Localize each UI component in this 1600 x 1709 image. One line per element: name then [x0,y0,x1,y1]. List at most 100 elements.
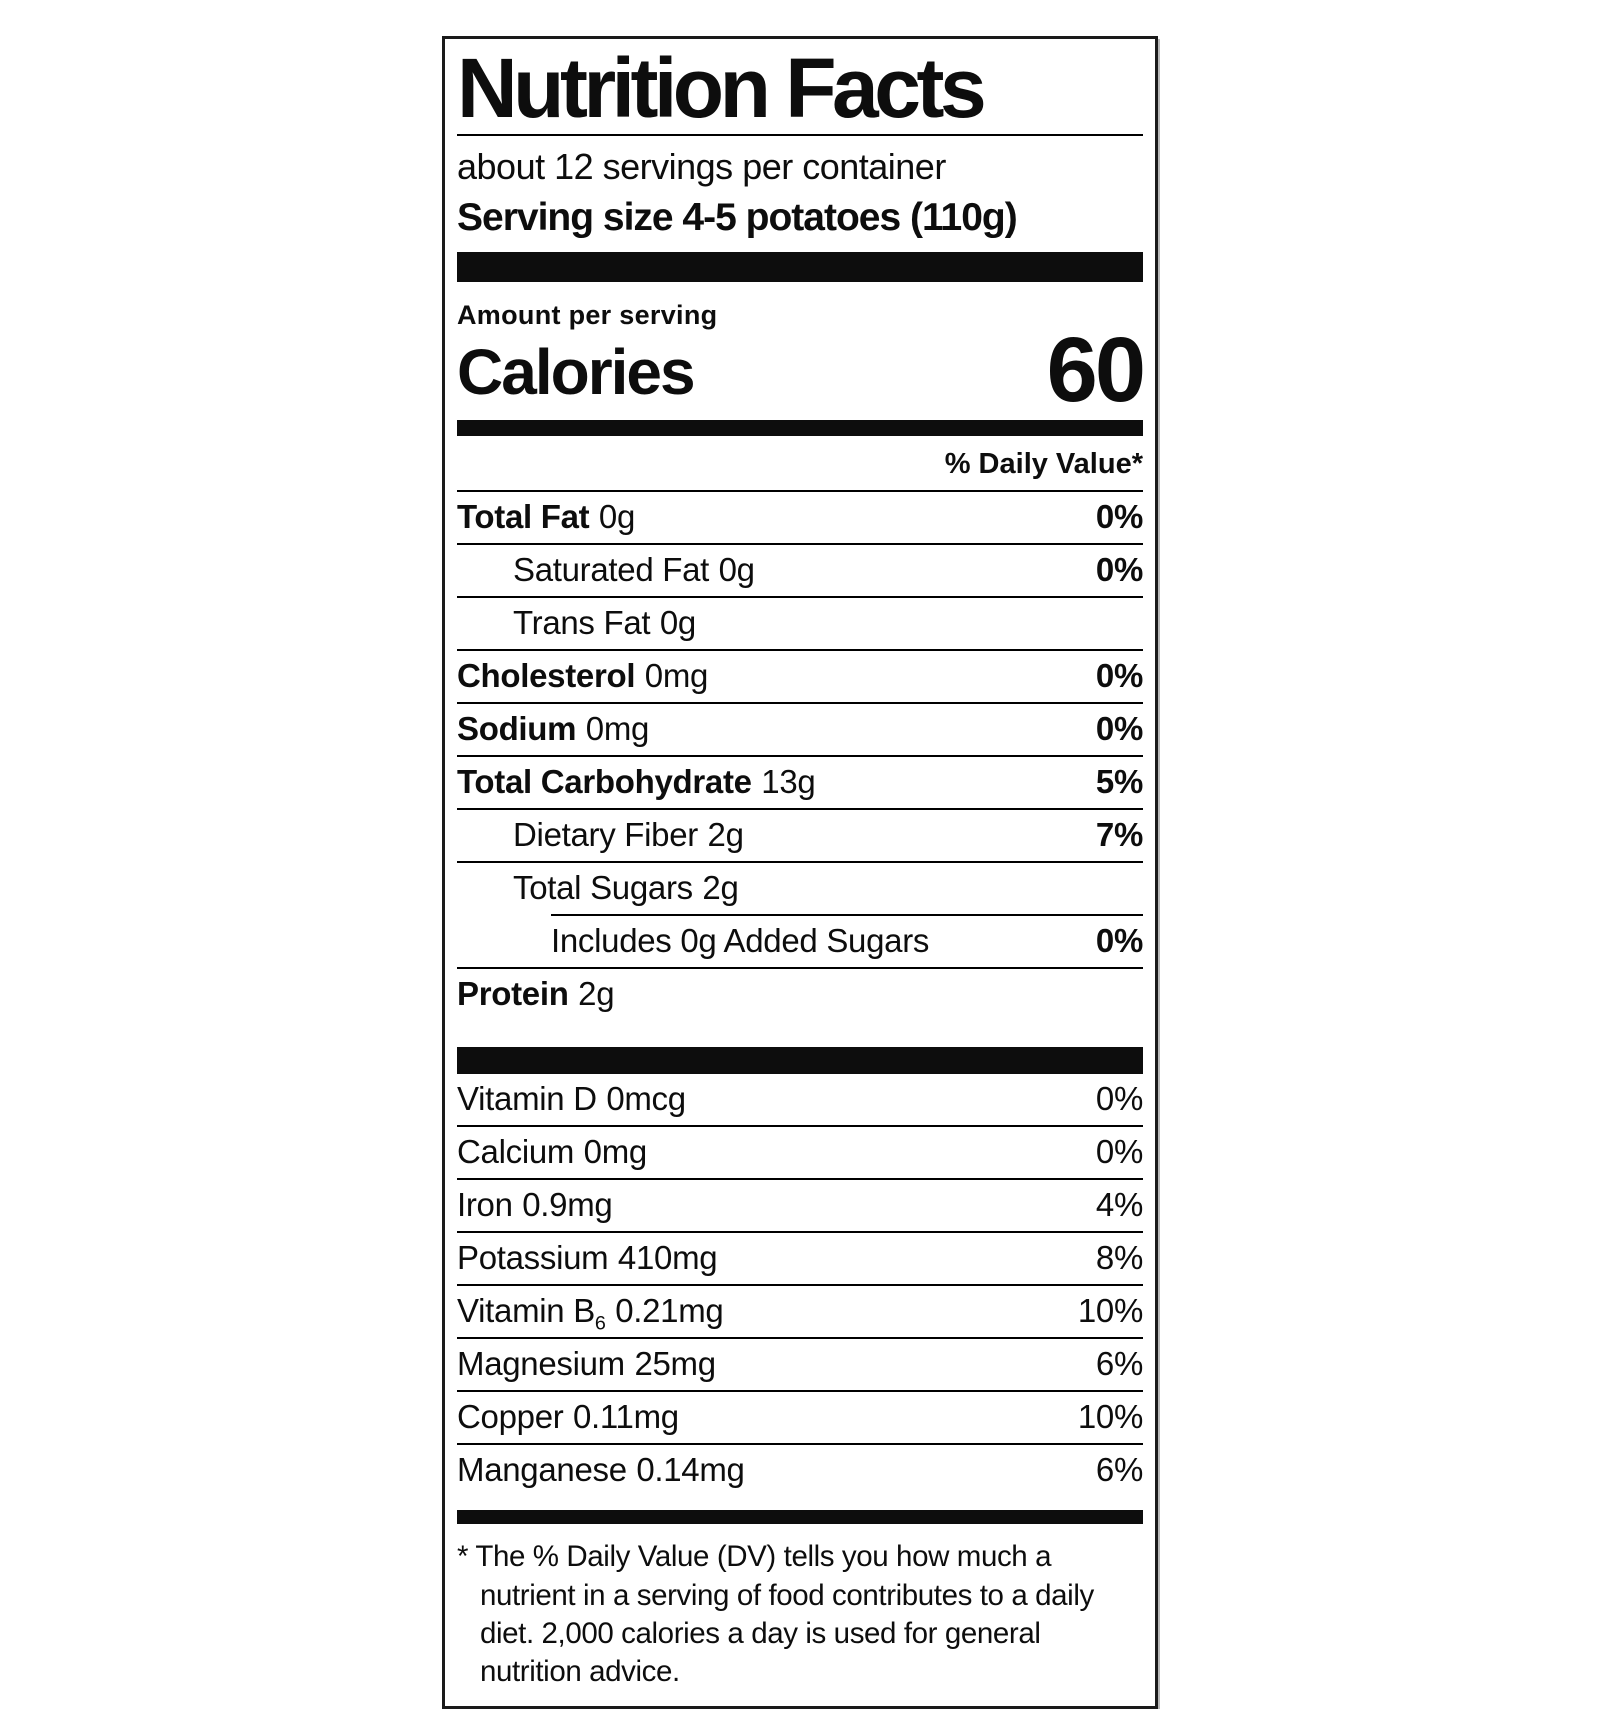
thick-divider-bar [457,1047,1143,1075]
nutrient-amount: 0.9mg [522,1186,613,1224]
nutrient-name: Iron [457,1186,513,1224]
label-title: Nutrition Facts [457,41,987,135]
daily-value: 8% [1095,1239,1143,1277]
nutrient-text: Vitamin B6 0.21mg [457,1292,724,1333]
daily-value: 5% [1095,763,1143,801]
micronutrient-section: Vitamin D 0mcg 0% Calcium 0mg 0% Iron 0.9mg… [457,1074,1143,1496]
nutrient-row: Dietary Fiber 2g 7% [457,808,1143,861]
nutrient-row: Total Fat 0g 0% [457,492,1143,543]
nutrient-amount: 25mg [634,1345,716,1383]
nutrient-text: Saturated Fat 0g [457,551,755,589]
vitamin-b6-subscript: 6 [594,1312,606,1335]
nutrient-text: Potassium 410mg [457,1239,718,1277]
nutrient-amount: 0g [598,498,636,536]
nutrient-amount: 0g [718,551,755,589]
nutrient-text: Trans Fat 0g [457,604,696,642]
medium-divider-bar [457,1510,1143,1525]
nutrient-amount: 0mg [644,657,709,695]
thick-divider-bar [457,251,1143,282]
nutrient-text: Total Carbohydrate 13g [457,763,816,801]
nutrient-row: Saturated Fat 0g 0% [457,543,1143,596]
daily-value: 7% [1095,816,1143,854]
nutrient-text: Total Fat 0g [457,498,635,536]
serving-size: Serving size 4-5 potatoes (110g) [457,195,1018,239]
nutrient-text: Magnesium 25mg [457,1345,716,1383]
nutrient-row: Sodium 0mg 0% [457,702,1143,755]
calories-value: 60 [1046,318,1146,421]
nutrient-name: Magnesium [457,1345,625,1383]
nutrient-amount: 2g [702,869,739,907]
nutrient-row: Magnesium 25mg 6% [457,1337,1143,1390]
nutrient-amount: 0.21mg [615,1292,724,1330]
nutrient-text: Manganese 0.14mg [457,1451,745,1489]
daily-value: 0% [1095,657,1143,695]
nutrient-name: Cholesterol [457,657,636,695]
nutrient-name: Sodium [457,710,577,748]
macronutrient-section: Total Fat 0g 0% Saturated Fat 0g 0% Trans … [457,490,1143,1027]
nutrient-name: Potassium [457,1239,609,1277]
nutrient-amount: 0mg [583,1133,648,1171]
nutrient-text: Sodium 0mg [457,710,649,748]
daily-value: 0% [1095,498,1143,536]
nutrient-row: Vitamin D 0mcg 0% [457,1074,1143,1125]
nutrient-text: Dietary Fiber 2g [457,816,744,854]
nutrient-row: Total Sugars 2g [457,861,1143,914]
nutrition-facts-label: Nutrition Facts about 12 servings per co… [442,36,1158,1709]
nutrient-row: Protein 2g [457,967,1143,1027]
daily-value: 6% [1095,1345,1143,1383]
nutrient-name: Vitamin B [457,1292,595,1330]
nutrient-name: Manganese [457,1451,627,1489]
nutrient-row: Includes 0g Added Sugars 0% [551,914,1143,967]
amount-per-serving-label: Amount per serving [457,299,718,330]
daily-value: 0% [1095,1133,1143,1171]
nutrient-name: Dietary Fiber [513,816,698,854]
daily-value: 4% [1095,1186,1143,1224]
nutrient-amount: 410mg [617,1239,718,1277]
calories-row: Calories 60 [457,318,1146,421]
nutrient-name: Copper [457,1398,564,1436]
nutrient-text: Total Sugars 2g [457,869,739,907]
nutrient-name: Total Carbohydrate [457,763,752,801]
nutrient-row-vitamin-b6: Vitamin B6 0.21mg 10% [457,1284,1143,1337]
nutrient-text: Vitamin D 0mcg [457,1080,686,1118]
daily-value: 0% [1095,551,1143,589]
nutrient-text: Protein 2g [457,975,615,1013]
daily-value-header: % Daily Value* [944,448,1143,481]
nutrient-row: Potassium 410mg 8% [457,1231,1143,1284]
nutrient-row: Trans Fat 0g [457,596,1143,649]
nutrient-row: Total Carbohydrate 13g 5% [457,755,1143,808]
daily-value: 6% [1095,1451,1143,1489]
nutrient-amount: 2g [578,975,615,1013]
nutrient-row: Manganese 0.14mg 6% [457,1443,1143,1496]
servings-per-container: about 12 servings per container [457,145,946,187]
daily-value: 0% [1095,710,1143,748]
daily-value: 0% [1095,922,1143,960]
nutrient-text: Cholesterol 0mg [457,657,708,695]
nutrient-row: Iron 0.9mg 4% [457,1178,1143,1231]
nutrient-name: Vitamin D [457,1080,597,1118]
daily-value: 10% [1077,1292,1143,1330]
nutrient-row: Cholesterol 0mg 0% [457,649,1143,702]
nutrient-row: Calcium 0mg 0% [457,1125,1143,1178]
daily-value: 0% [1095,1080,1143,1118]
calories-label: Calories [457,336,696,409]
title-divider [457,133,1143,136]
daily-value-footnote: * The % Daily Value (DV) tells you how m… [457,1540,1094,1689]
nutrient-text: Copper 0.11mg [457,1398,679,1436]
nutrient-amount: 2g [707,816,744,854]
nutrient-amount: 0.11mg [573,1398,679,1436]
nutrient-amount: 0g [659,604,696,642]
nutrient-text: Calcium 0mg [457,1133,647,1171]
nutrient-text: Includes 0g Added Sugars [551,922,929,960]
nutrient-amount: 13g [761,763,816,801]
nutrient-name: Protein [457,975,569,1013]
nutrient-amount: 0mcg [606,1080,686,1118]
nutrient-text: Iron 0.9mg [457,1186,613,1224]
nutrient-amount: 0mg [585,710,650,748]
nutrient-name: Saturated Fat [513,551,710,589]
nutrient-name: Total Sugars [513,869,693,907]
daily-value: 10% [1077,1398,1143,1436]
nutrient-name: Total Fat [457,498,590,536]
nutrient-amount: 0.14mg [636,1451,745,1489]
nutrient-name: Calcium [457,1133,575,1171]
